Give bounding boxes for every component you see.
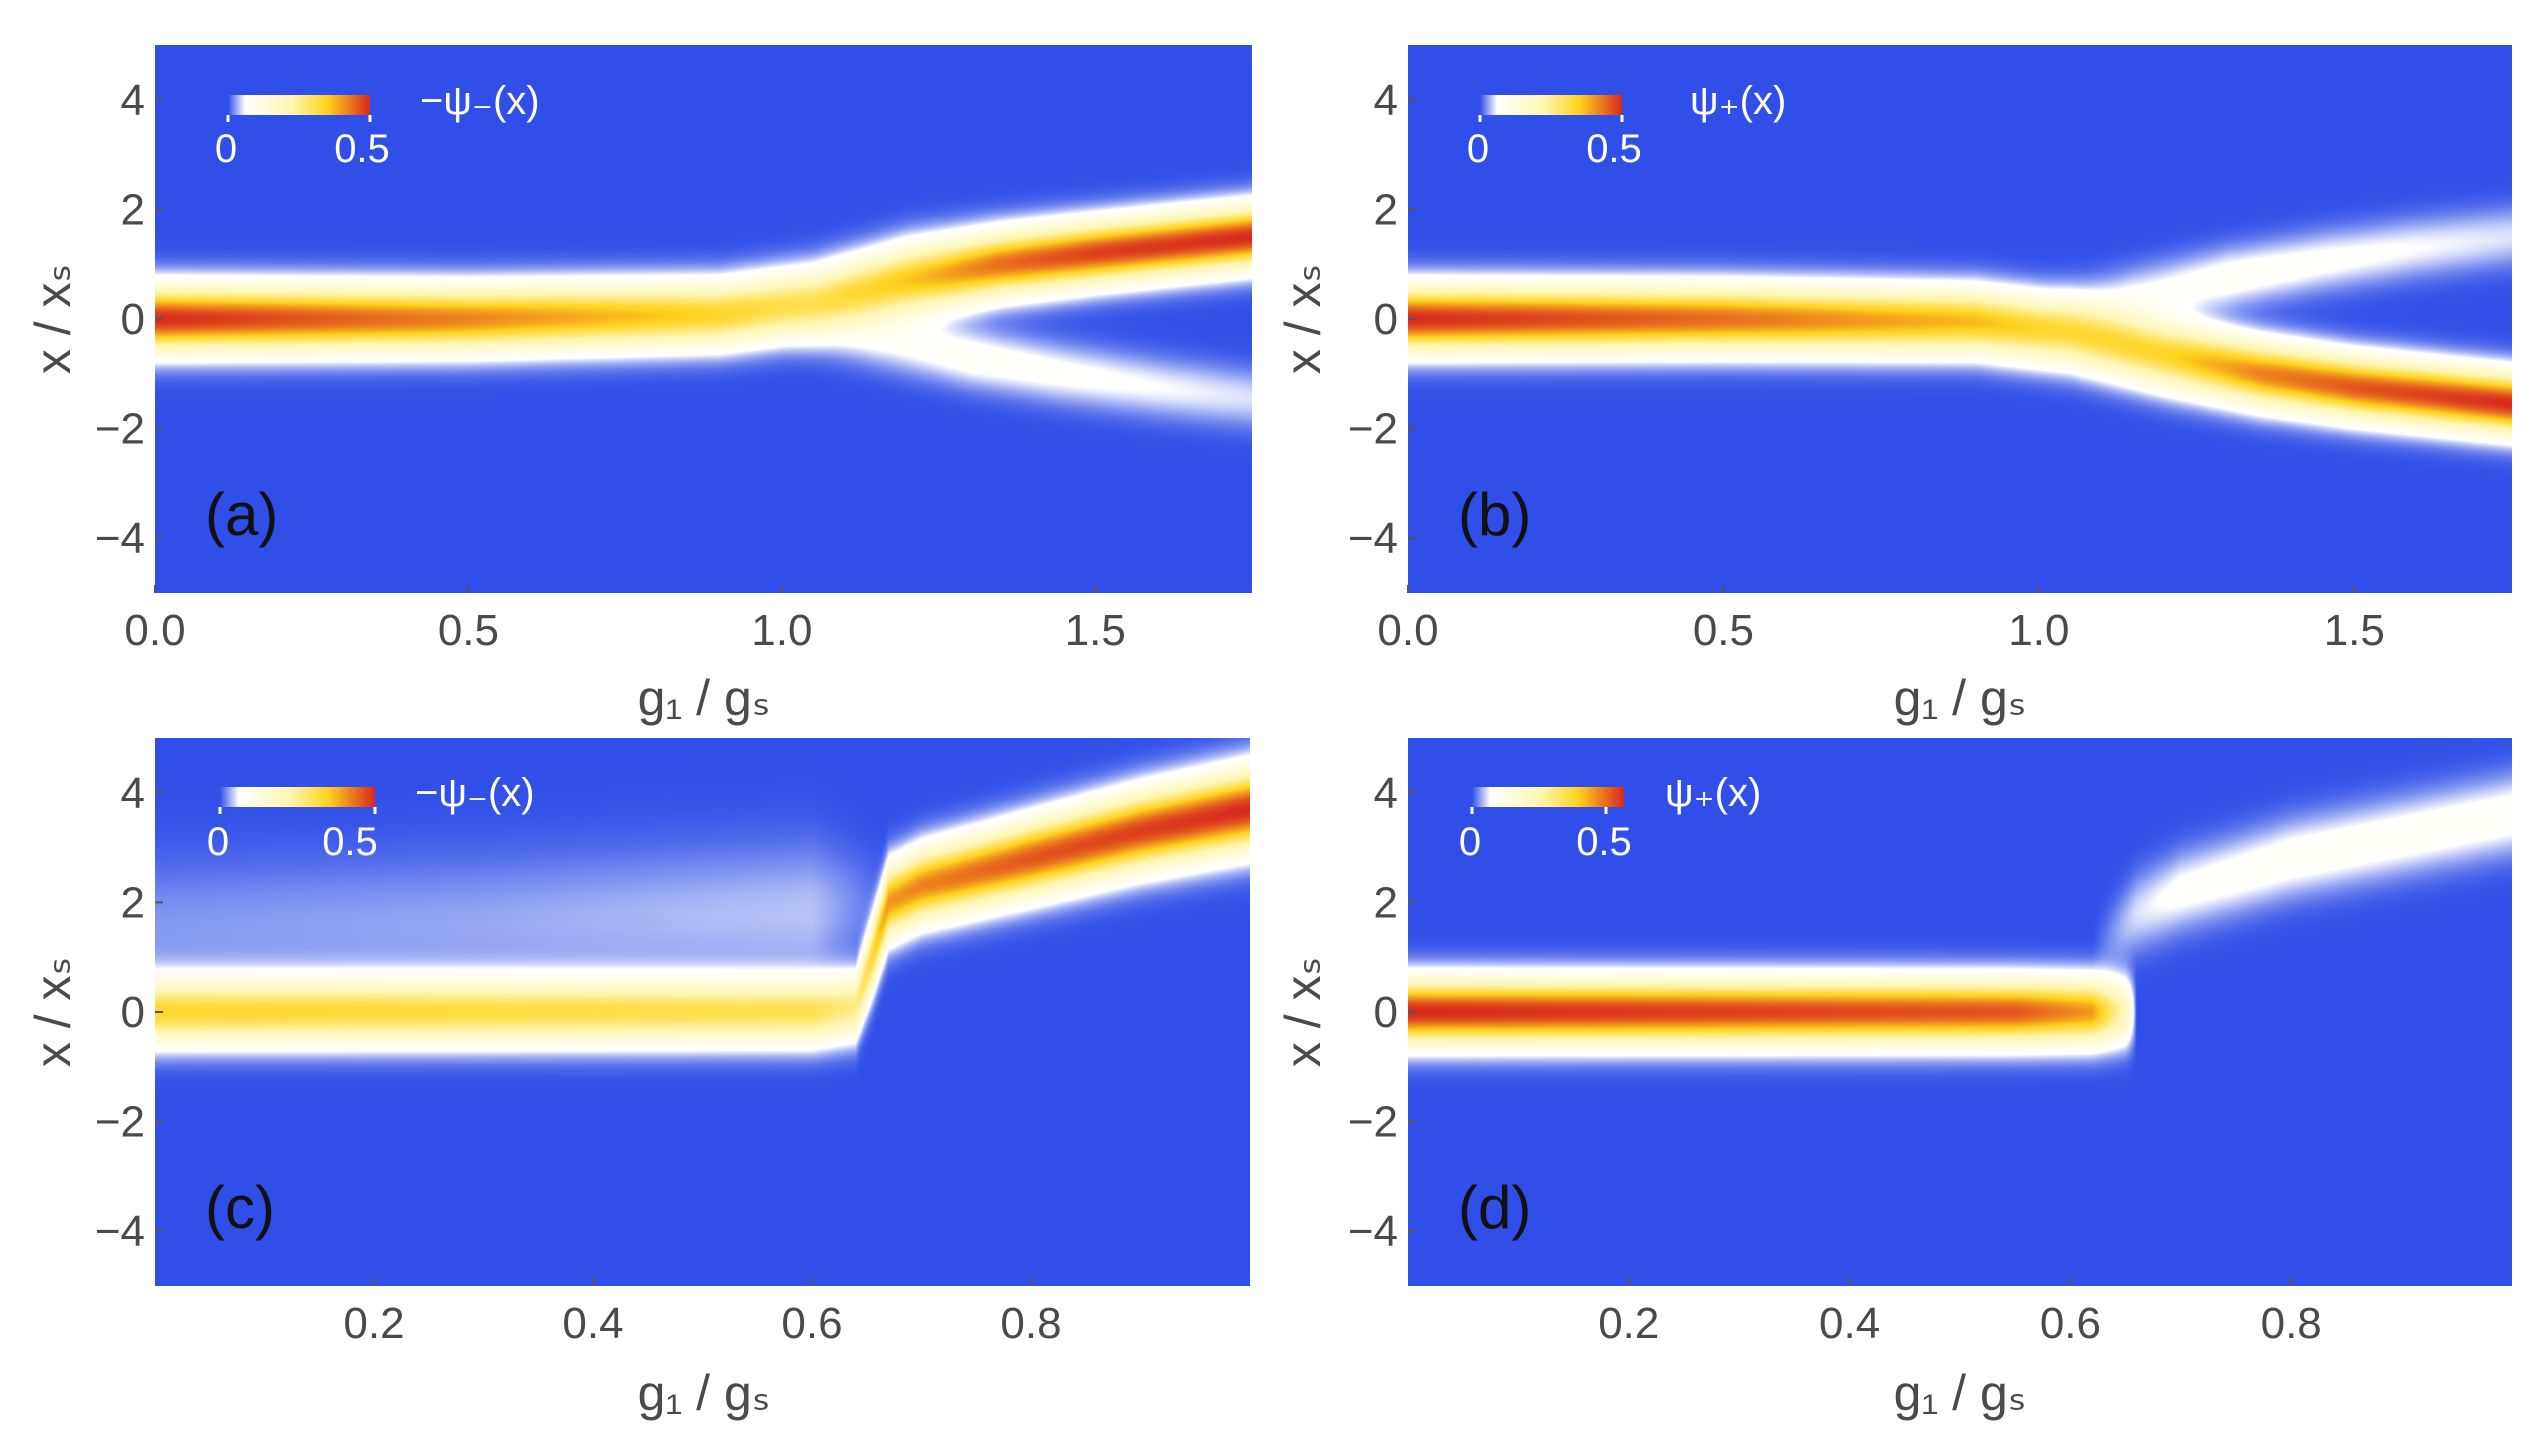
panel-c-x-tick-label-1: 0.4: [562, 1299, 623, 1348]
panel-a-colorbar-label: −ψ₋(x): [420, 79, 540, 123]
panel-d-y-tick-label-1: −2: [1348, 1098, 1398, 1147]
panel-b-y-tick-label-3: 2: [1374, 185, 1398, 234]
panel-d-x-tick-label-1: 0.4: [1819, 1299, 1880, 1348]
panel-c-colorbar-tick-label-0: 0: [207, 820, 229, 864]
panel-c-y-ticks: −4 −2 0 2 4: [95, 769, 163, 1256]
panel-c-y-label: x / xₛ: [25, 957, 81, 1067]
panel-a-x-tick-label-0: 0.0: [124, 606, 185, 655]
panel-b-y-tick-label-0: −4: [1348, 514, 1398, 563]
panel-c-colorbar-tick-label-1: 0.5: [322, 820, 378, 864]
panel-a-x-ticks: 0.0 0.5 1.0 1.5: [124, 585, 1126, 655]
panel-d-x-ticks: 0.2 0.4 0.6 0.8: [1598, 1278, 2322, 1348]
panel-a-y-tick-label-2: 0: [121, 295, 145, 344]
panel-a-colorbar: [228, 95, 370, 115]
panel-d-y-ticks: −4 −2 0 2 4: [1348, 769, 1416, 1256]
panel-a-colorbar-tick-label-0: 0: [215, 127, 237, 171]
panel-c-colorbar: [220, 787, 375, 807]
panel-d-colorbar-tick-label-1: 0.5: [1576, 820, 1632, 864]
panel-d-x-tick-label-0: 0.2: [1598, 1299, 1659, 1348]
panel-c-y-tick-label-4: 4: [121, 769, 145, 818]
panel-c-y-tick-label-3: 2: [121, 878, 145, 927]
panel-c-heatmap: [155, 738, 1250, 1286]
panel-c-x-label: g₁ / gₛ: [638, 1365, 771, 1421]
panel-b: 0.0 0.5 1.0 1.5 −4 −2 0 2 4 0 0.5 ψ₊(x) (b) g₁ …: [1275, 45, 2512, 726]
panel-d-y-tick-label-0: −4: [1348, 1207, 1398, 1256]
panel-c-x-tick-label-2: 0.6: [781, 1299, 842, 1348]
panel-d-y-label: x / xₛ: [1275, 957, 1331, 1067]
panel-a-colorbar-tick-label-1: 0.5: [334, 127, 390, 171]
panel-a: 0.0 0.5 1.0 1.5 −4 −2 0 2 4 0 0.5 −ψ₋(x) (a) g₁…: [25, 45, 1252, 726]
panel-b-x-tick-label-1: 0.5: [1693, 606, 1754, 655]
panel-b-y-tick-label-2: 0: [1374, 295, 1398, 344]
panel-d-x-tick-label-2: 0.6: [2040, 1299, 2101, 1348]
panel-d-y-tick-label-2: 0: [1374, 988, 1398, 1037]
panel-d-label: (d): [1458, 1174, 1531, 1241]
panel-a-y-ticks: −4 −2 0 2 4: [95, 76, 163, 563]
panel-b-x-tick-label-2: 1.0: [2008, 606, 2069, 655]
panel-b-x-tick-label-0: 0.0: [1377, 606, 1438, 655]
panel-b-y-label: x / xₛ: [1275, 264, 1331, 374]
panel-b-colorbar-tick-label-0: 0: [1467, 127, 1489, 171]
panel-c-y-tick-label-0: −4: [95, 1207, 145, 1256]
panel-a-y-tick-label-0: −4: [95, 514, 145, 563]
panel-b-colorbar-tick-label-1: 0.5: [1586, 127, 1642, 171]
panel-a-y-tick-label-1: −2: [95, 405, 145, 454]
panel-a-y-tick-label-4: 4: [121, 76, 145, 125]
panel-a-x-tick-label-3: 1.5: [1065, 606, 1126, 655]
panel-b-x-tick-label-3: 1.5: [2324, 606, 2385, 655]
panel-a-heatmap: [155, 45, 1252, 593]
panel-a-label: (a): [205, 481, 278, 548]
panel-c-y-tick-label-2: 0: [121, 988, 145, 1037]
panel-a-x-label: g₁ / gₛ: [638, 670, 771, 726]
panel-c: 0.2 0.4 0.6 0.8 −4 −2 0 2 4 0 0.5 −ψ₋(x) (c) g₁…: [25, 738, 1250, 1421]
panel-c-x-ticks: 0.2 0.4 0.6 0.8: [343, 1278, 1062, 1348]
panel-b-x-ticks: 0.0 0.5 1.0 1.5: [1377, 585, 2385, 655]
panel-c-colorbar-label: −ψ₋(x): [415, 771, 535, 815]
panel-b-y-ticks: −4 −2 0 2 4: [1348, 76, 1416, 563]
panel-c-y-tick-label-1: −2: [95, 1098, 145, 1147]
panel-c-x-tick-label-0: 0.2: [343, 1299, 404, 1348]
panel-a-x-tick-label-2: 1.0: [751, 606, 812, 655]
panel-d-colorbar-label: ψ₊(x): [1665, 771, 1761, 815]
panel-d-x-label: g₁ / gₛ: [1894, 1365, 2027, 1421]
panel-b-y-tick-label-4: 4: [1374, 76, 1398, 125]
panel-c-label: (c): [205, 1174, 275, 1241]
panel-d-colorbar-tick-label-0: 0: [1459, 820, 1481, 864]
panel-a-x-tick-label-1: 0.5: [438, 606, 499, 655]
panel-d: 0.2 0.4 0.6 0.8 −4 −2 0 2 4 0 0.5 ψ₊(x) (d) g₁ …: [1275, 738, 2512, 1421]
panel-d-y-tick-label-3: 2: [1374, 878, 1398, 927]
panel-d-x-tick-label-3: 0.8: [2261, 1299, 2322, 1348]
panel-a-y-label: x / xₛ: [25, 264, 81, 374]
panel-c-x-tick-label-3: 0.8: [1000, 1299, 1061, 1348]
panel-b-colorbar-label: ψ₊(x): [1690, 79, 1786, 123]
panel-b-x-label: g₁ / gₛ: [1894, 670, 2027, 726]
panel-a-y-tick-label-3: 2: [121, 185, 145, 234]
panel-d-heatmap: [1408, 738, 2512, 1286]
panel-b-heatmap: [1408, 45, 2512, 593]
panel-d-y-tick-label-4: 4: [1374, 769, 1398, 818]
panel-b-label: (b): [1458, 481, 1531, 548]
panel-b-colorbar: [1480, 95, 1622, 115]
panel-d-colorbar: [1472, 787, 1624, 807]
panel-b-y-tick-label-1: −2: [1348, 405, 1398, 454]
